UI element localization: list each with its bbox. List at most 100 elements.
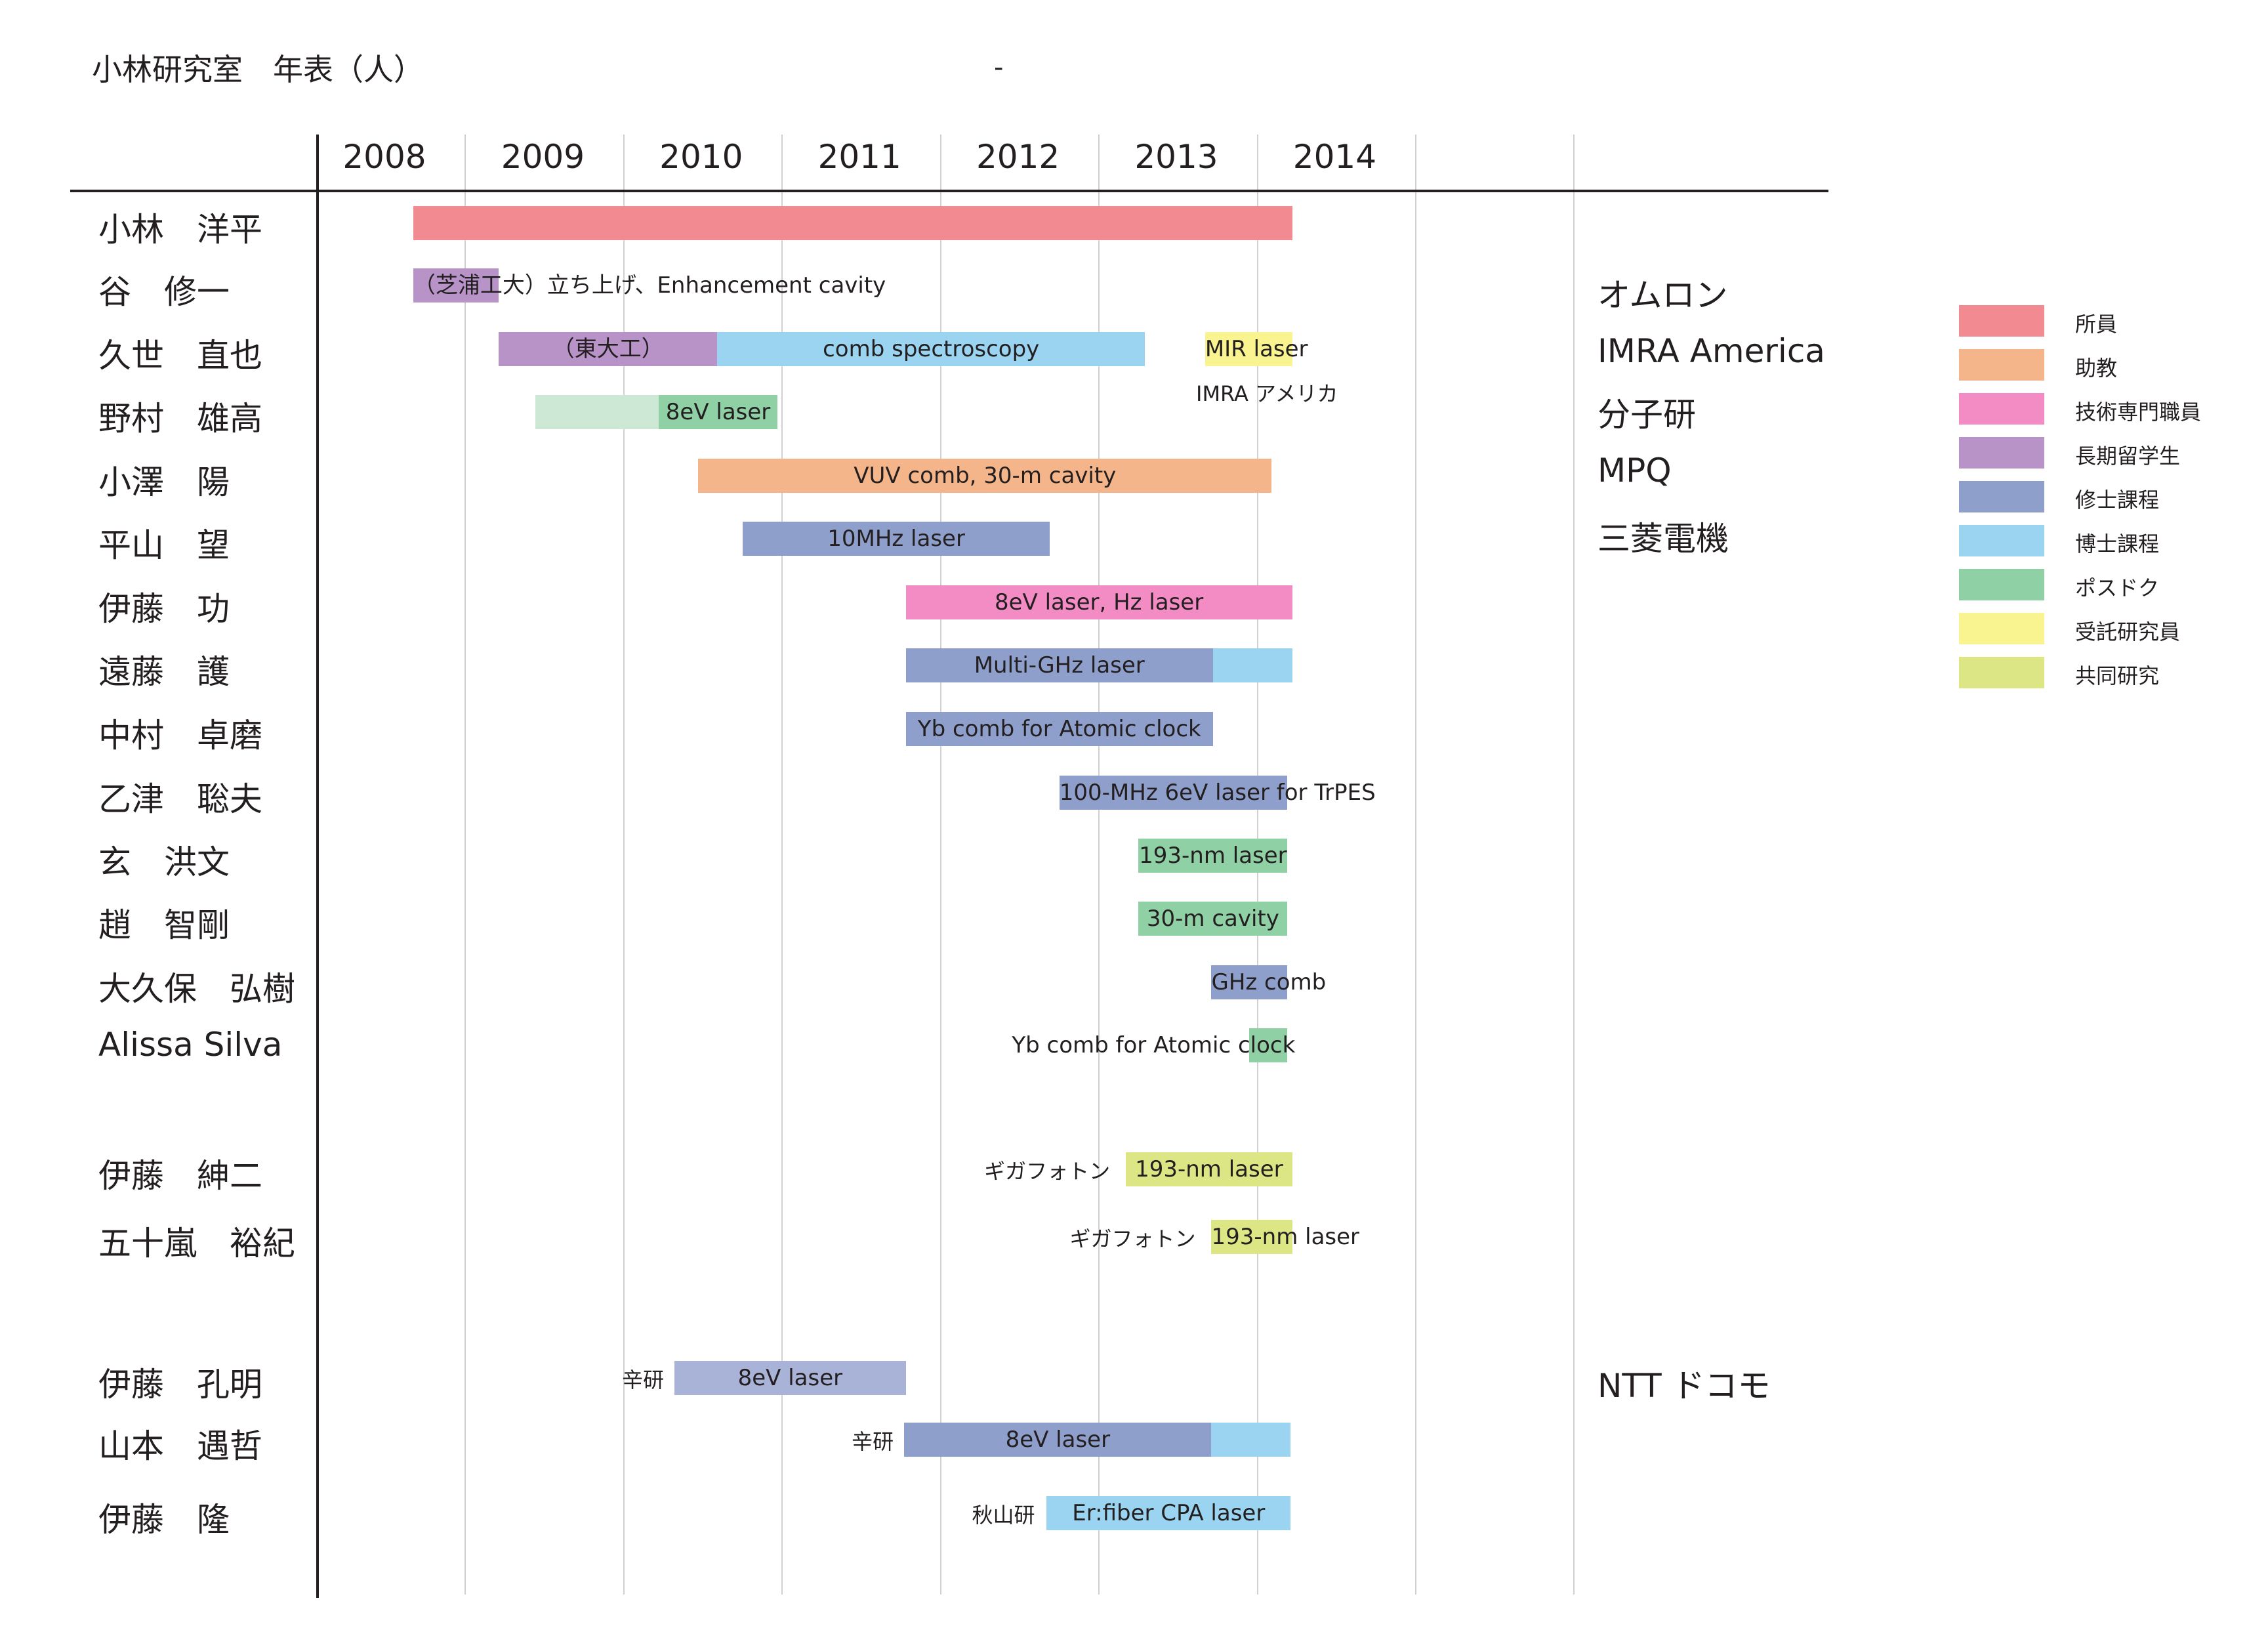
bar-label: 193-nm laser <box>1135 1156 1283 1182</box>
timeline-bar <box>1138 902 1288 936</box>
timeline-bar <box>1046 1496 1291 1530</box>
bar-label: 8eV laser, Hz laser <box>994 589 1204 616</box>
bar-label: 10MHz laser <box>827 526 965 552</box>
bar-label: VUV comb, 30-m cavity <box>854 463 1117 489</box>
person-name: 五十嵐 裕紀 <box>98 1224 295 1263</box>
legend-swatch <box>1959 349 2044 381</box>
timeline-bar <box>1211 1423 1291 1457</box>
timeline-bar <box>1205 332 1292 366</box>
legend-swatch <box>1959 657 2044 688</box>
title-dash: - <box>994 52 1004 83</box>
organization-label: IMRA America <box>1598 332 1825 370</box>
bar-label: 193-nm laser <box>1211 1224 1360 1250</box>
bar-label: Yb comb for Atomic clock <box>1012 1032 1296 1058</box>
grid-line <box>781 135 783 1595</box>
person-name: 乙津 聡夫 <box>98 780 262 818</box>
timeline-bar <box>674 1361 906 1395</box>
organization-label: MPQ <box>1598 451 1672 490</box>
year-label: 2010 <box>659 138 743 176</box>
legend-label: 技術専門職員 <box>2075 400 2202 425</box>
grid-line <box>464 135 466 1595</box>
bar-label: 8eV laser <box>665 399 771 425</box>
bar-label: MIR laser <box>1205 336 1308 362</box>
timeline-bar <box>499 332 718 366</box>
axis-vertical-line <box>316 135 319 1598</box>
person-name: 久世 直也 <box>98 337 262 375</box>
timeline-bar <box>659 395 778 429</box>
organization-label: 分子研 <box>1598 396 1696 434</box>
year-label: 2014 <box>1292 138 1377 176</box>
bar-label: Yb comb for Atomic clock <box>917 716 1201 742</box>
person-name: Alissa Silva <box>98 1026 283 1064</box>
organization-label: NTT ドコモ <box>1598 1367 1771 1405</box>
legend-label: 共同研究 <box>2075 663 2160 688</box>
bar-label: （芝浦工大）立ち上げ、Enhancement cavity <box>413 272 886 299</box>
person-name: 趙 智剛 <box>98 906 230 944</box>
timeline-bar <box>413 268 499 303</box>
bar-label: 193-nm laser <box>1139 843 1287 869</box>
legend-label: 博士課程 <box>2075 532 2160 556</box>
legend-label: 長期留学生 <box>2075 444 2181 469</box>
bar-label: 8eV laser <box>1005 1427 1111 1453</box>
bar-note: ギガフォトン <box>1069 1226 1196 1251</box>
year-label: 2013 <box>1134 138 1218 176</box>
timeline-bar <box>1212 648 1292 682</box>
year-label: 2011 <box>817 138 901 176</box>
legend-label: ポスドク <box>2075 575 2160 600</box>
person-name: 中村 卓磨 <box>98 717 262 755</box>
year-label: 2008 <box>342 138 426 176</box>
person-name: 玄 洪文 <box>98 843 230 881</box>
timeline-bar <box>905 648 1213 682</box>
timeline-bar <box>1059 776 1288 810</box>
bar-label: 30-m cavity <box>1146 906 1279 932</box>
person-name: 伊藤 紳二 <box>98 1157 262 1195</box>
bar-label: comb spectroscopy <box>823 336 1040 362</box>
bar-label: 100-MHz 6eV laser for TrPES <box>1059 780 1376 806</box>
timeline-bar <box>413 206 1292 240</box>
timeline-bar <box>1126 1152 1292 1186</box>
organization-label: オムロン <box>1598 276 1728 314</box>
grid-line <box>940 135 941 1595</box>
timeline-bar <box>1211 965 1288 999</box>
legend-swatch <box>1959 613 2044 644</box>
person-name: 野村 雄高 <box>98 400 262 438</box>
person-name: 伊藤 隆 <box>98 1501 230 1539</box>
person-name: 大久保 弘樹 <box>98 970 295 1008</box>
grid-line <box>1098 135 1100 1595</box>
grid-line <box>623 135 625 1595</box>
bar-label: 8eV laser <box>737 1365 843 1391</box>
bar-note: ギガフォトン <box>984 1159 1111 1184</box>
bar-label: GHz comb <box>1211 969 1327 995</box>
person-name: 伊藤 孔明 <box>98 1366 262 1404</box>
legend-swatch <box>1959 525 2044 556</box>
organization-label: 三菱電機 <box>1598 520 1729 558</box>
timeline-bar <box>1211 1220 1292 1254</box>
legend-label: 修士課程 <box>2075 488 2160 512</box>
timeline-bar <box>717 332 1145 366</box>
bar-note: 辛研 <box>622 1367 665 1392</box>
timeline-bar <box>1249 1028 1288 1062</box>
legend-label: 助教 <box>2075 356 2118 381</box>
axis-horizontal-line <box>70 190 1828 192</box>
bar-note: 秋山研 <box>972 1503 1035 1528</box>
timeline-bar <box>905 712 1213 746</box>
bar-label: Er:fiber CPA laser <box>1072 1500 1266 1526</box>
year-label: 2009 <box>501 138 585 176</box>
person-name: 小澤 陽 <box>98 463 230 501</box>
person-name: 小林 洋平 <box>98 211 262 249</box>
timeline-bar <box>905 585 1292 619</box>
bar-note: IMRA アメリカ <box>1196 381 1338 406</box>
legend-swatch <box>1959 569 2044 600</box>
timeline-bar <box>742 522 1050 556</box>
person-name: 谷 修一 <box>98 273 230 311</box>
grid-line <box>1415 135 1416 1595</box>
legend-swatch <box>1959 305 2044 337</box>
bar-note: 辛研 <box>852 1429 894 1454</box>
legend-swatch <box>1959 437 2044 469</box>
timeline-bar <box>535 395 659 429</box>
person-name: 山本 遇哲 <box>98 1427 262 1465</box>
page-title: 小林研究室 年表（人） <box>92 52 424 87</box>
person-name: 遠藤 護 <box>98 653 230 691</box>
bar-label: （東大工） <box>552 336 664 362</box>
